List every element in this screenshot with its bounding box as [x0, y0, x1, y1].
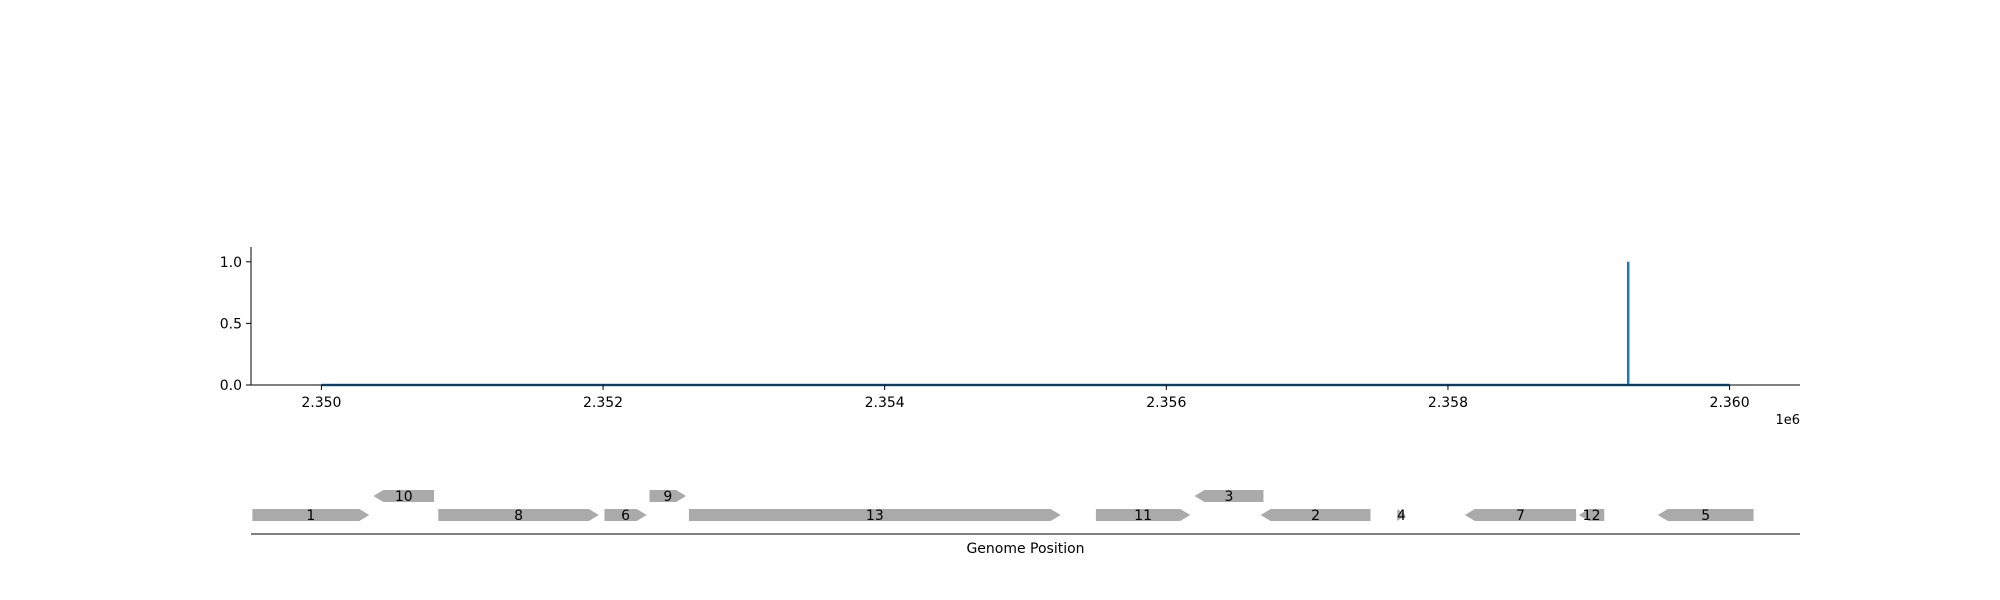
x-tick-label: 2.360: [1710, 395, 1750, 411]
gene-feature-label: 6: [621, 508, 630, 524]
x-tick-label: 2.354: [865, 395, 905, 411]
x-tick-label: 2.356: [1146, 395, 1186, 411]
gene-feature-2: [1260, 509, 1371, 521]
gene-feature-12: [1578, 509, 1605, 521]
y-axis-ticks: 0.0 0.5 1.0: [220, 255, 251, 394]
gene-map: 1 10 8 6 9 13 11 3 2 4 7 12 5 Genome Position: [251, 489, 1800, 557]
gene-feature-11: [1095, 509, 1191, 521]
gene-feature-label: 5: [1701, 508, 1710, 524]
gene-feature-8: [438, 509, 599, 521]
gene-feature-label: 1: [306, 508, 315, 524]
y-tick-label: 1.0: [220, 255, 242, 271]
x-axis-offset-label: 1e6: [1775, 413, 1800, 428]
x-tick-label: 2.350: [301, 395, 341, 411]
gene-feature-label: 11: [1134, 508, 1152, 524]
gene-feature-label: 12: [1583, 508, 1601, 524]
gene-feature-label: 4: [1397, 508, 1406, 524]
gene-features-group: 1 10 8 6 9 13 11 3 2 4 7 12 5: [252, 489, 1754, 524]
gene-feature-label: 13: [866, 508, 884, 524]
gene-feature-9: [649, 490, 687, 502]
gene-feature-13: [688, 509, 1061, 521]
gene-feature-3: [1194, 490, 1264, 502]
gene-feature-label: 7: [1516, 508, 1525, 524]
gene-feature-label: 9: [663, 489, 672, 505]
gene-feature-label: 2: [1311, 508, 1320, 524]
gene-feature-label: 8: [514, 508, 523, 524]
x-tick-label: 2.352: [583, 395, 623, 411]
gene-feature-10: [373, 490, 435, 502]
gene-feature-label: 3: [1225, 489, 1234, 505]
gene-feature-label: 10: [395, 489, 413, 505]
y-tick-label: 0.5: [220, 316, 242, 332]
y-tick-label: 0.0: [220, 378, 242, 394]
coverage-plot: 0.0 0.5 1.0 2.350 2.352 2.354 2.356 2.358 2.360…: [220, 247, 1800, 428]
gene-feature-6: [604, 509, 647, 521]
x-tick-label: 2.358: [1428, 395, 1468, 411]
gene-feature-1: [252, 509, 370, 521]
gene-feature-5: [1657, 509, 1754, 521]
gene-map-x-axis-label: Genome Position: [966, 541, 1084, 557]
gene-feature-4: [1397, 509, 1406, 521]
x-axis-ticks: 2.350 2.352 2.354 2.356 2.358 2.360: [301, 385, 1750, 411]
gene-feature-7: [1464, 509, 1577, 521]
